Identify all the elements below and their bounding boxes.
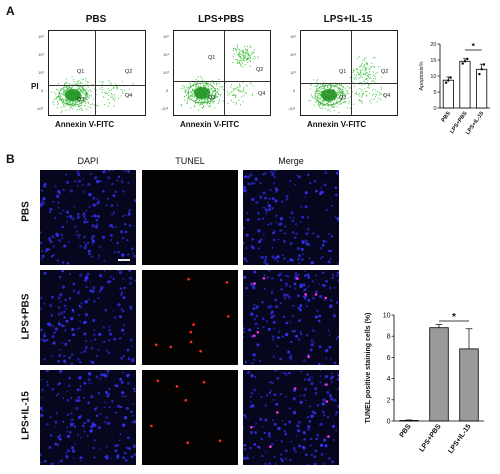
flow-plot-3-q3: Q3 xyxy=(339,95,347,101)
flow-plot-2-q4: Q4 xyxy=(258,91,266,97)
data-point xyxy=(461,62,464,65)
flow-plot-2-title: LPS+PBS xyxy=(198,14,244,25)
flow-plot-3-ticks: 10⁵ 10⁴ 10³ 0 -10³ xyxy=(288,34,297,111)
y-tick-label: 10 xyxy=(430,74,436,80)
panel-a-letter: A xyxy=(6,4,15,18)
flow-plot-1: Q1 Q2 Q3 Q4 xyxy=(48,30,146,116)
micrograph-lps-il15-dapi xyxy=(40,370,136,465)
bar-PBS xyxy=(399,420,419,422)
micrograph-lps-pbs-tunel xyxy=(142,270,238,365)
flow-plot-1-q1: Q1 xyxy=(77,69,85,75)
flow-plot-2-q3: Q3 xyxy=(208,95,216,101)
micrograph-pbs-tunel xyxy=(142,170,238,265)
x-tick-label: LPS+PBS xyxy=(418,423,442,454)
flow-plot-2-events xyxy=(180,44,259,111)
y-tick-label: 0 xyxy=(387,418,391,425)
x-tick-label: LPS+IL-15 xyxy=(447,423,472,455)
micrograph-pbs-merge xyxy=(243,170,339,265)
micrograph-lps-pbs-dapi xyxy=(40,270,136,365)
flow-plot-1-title: PBS xyxy=(85,14,107,25)
y-tick-label: 8 xyxy=(387,334,391,341)
y-axis-label: TUNEL positive staining cells (%) xyxy=(365,313,372,424)
flow-plot-2-q2: Q2 xyxy=(256,67,264,73)
y-axis-label: Apoptosis% xyxy=(419,61,425,90)
data-point xyxy=(482,63,486,66)
bar-LPS+PBS xyxy=(459,60,471,109)
flow-plot-1-ticks: 10⁵ 10⁴ 10³ 0 -10³ xyxy=(36,34,45,111)
flow-plot-3-q1: Q1 xyxy=(339,69,347,75)
flow-plot-3-xlabel: Annexin V-FITC xyxy=(307,120,367,129)
micrograph-lps-pbs-merge xyxy=(243,270,339,365)
flow-plot-1-events xyxy=(51,76,134,113)
bar-LPS+PBS xyxy=(429,327,449,422)
y-tick-label: 4 xyxy=(387,376,391,383)
flow-plot-2: Q1 Q2 Q3 Q4 xyxy=(173,30,271,116)
flow-plot-3-q4: Q4 xyxy=(383,93,391,99)
y-tick-label: 0 xyxy=(433,106,436,112)
flow-plot-1-xlabel: Annexin V-FITC xyxy=(55,120,115,129)
micrograph-lps-il15-merge xyxy=(243,370,339,465)
flow-plot-3-events xyxy=(308,56,386,113)
data-point xyxy=(480,68,483,71)
flow-plot-2-xlabel: Annexin V-FITC xyxy=(180,120,240,129)
data-point xyxy=(466,57,469,61)
flow-plot-1-q3: Q3 xyxy=(77,97,85,103)
bar-LPS+IL-15 xyxy=(476,68,488,109)
channel-label-merge: Merge xyxy=(278,156,304,166)
y-tick-label: 15 xyxy=(430,58,436,64)
micrograph-lps-il15-tunel xyxy=(142,370,238,465)
y-tick-label: 10 xyxy=(383,312,391,319)
flow-plot-3: Q1 Q2 Q3 Q4 xyxy=(300,30,398,116)
significance-star: * xyxy=(452,312,456,323)
flow-y-axis-label: PI xyxy=(31,82,39,91)
data-point xyxy=(478,72,481,76)
row-label-lps-pbs: LPS+PBS xyxy=(20,293,32,340)
tunel-bar-chart: 0 2 4 6 8 10 PBS LPS+PBS LPS+IL-15 * TUNEL positiv… xyxy=(365,312,484,455)
y-tick-label: 2 xyxy=(387,397,391,404)
bar-LPS+IL-15 xyxy=(459,348,479,422)
channel-label-dapi: DAPI xyxy=(77,156,99,166)
y-tick-label: 5 xyxy=(433,90,436,96)
micrograph-pbs-dapi xyxy=(40,170,136,265)
data-point xyxy=(447,79,450,82)
row-label-lps-il15: LPS+IL-15 xyxy=(20,391,32,440)
flow-plot-3-title: LPS+IL-15 xyxy=(323,14,373,25)
row-label-pbs: PBS xyxy=(20,201,32,222)
data-point xyxy=(449,76,452,79)
flow-plot-2-q1: Q1 xyxy=(208,55,216,61)
x-tick-label: PBS xyxy=(441,110,453,123)
data-point xyxy=(444,81,448,84)
y-tick-label: 20 xyxy=(430,42,436,48)
significance-star: * xyxy=(472,41,476,51)
x-tick-label: PBS xyxy=(399,423,413,439)
data-point xyxy=(463,60,467,63)
scale-bar xyxy=(118,259,130,261)
flow-plot-3-q2: Q2 xyxy=(381,69,389,75)
flow-plot-2-ticks: 10⁵ 10⁴ 10³ 0 -10³ xyxy=(161,34,170,111)
bar-PBS xyxy=(442,79,454,109)
flow-plot-1-q2: Q2 xyxy=(125,69,133,75)
flow-plot-1-q4: Q4 xyxy=(125,93,133,99)
channel-label-tunel: TUNEL xyxy=(175,156,205,166)
panel-b-letter: B xyxy=(6,152,15,166)
y-tick-label: 6 xyxy=(387,355,391,362)
